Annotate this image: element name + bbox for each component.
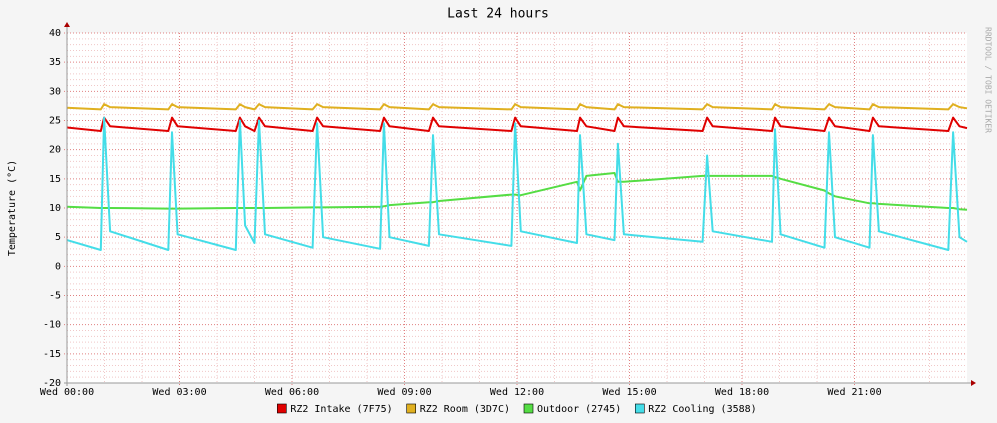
chart-title: Last 24 hours	[447, 7, 549, 22]
y-axis-label: Temperature (°C)	[7, 160, 18, 256]
legend-label: RZ2 Intake (7F75)	[290, 404, 392, 415]
series-line	[66, 172, 968, 211]
series-line	[66, 116, 968, 251]
legend-swatch	[277, 403, 287, 414]
series-line	[66, 116, 968, 132]
y-tick-label: -5	[49, 291, 61, 302]
series-line	[66, 103, 968, 111]
legend-label: RZ2 Room (3D7C)	[420, 404, 510, 415]
x-tick-label: Wed 12:00	[490, 387, 544, 398]
x-tick-label: Wed 15:00	[602, 387, 656, 398]
x-tick-label: Wed 21:00	[827, 387, 881, 398]
y-tick-label: 35	[49, 57, 61, 68]
y-arrow	[64, 22, 70, 27]
y-tick-label: 5	[55, 232, 61, 243]
legend-swatch	[406, 403, 416, 414]
x-tick-label: Wed 06:00	[265, 387, 319, 398]
y-tick-label: -20	[43, 378, 61, 389]
y-tick-label: 25	[49, 116, 61, 127]
legend-swatch	[634, 403, 645, 414]
y-tick-label: -15	[43, 349, 61, 360]
legend-label: RZ2 Cooling (3588)	[648, 404, 756, 415]
y-tick-label: -10	[43, 320, 61, 331]
x-tick-label: Wed 03:00	[152, 387, 206, 398]
y-tick-label: 30	[49, 86, 61, 97]
x-tick-label: Wed 09:00	[377, 387, 431, 398]
y-tick-label: 10	[49, 203, 61, 214]
y-tick-label: 15	[49, 174, 61, 185]
y-tick-label: 0	[55, 261, 61, 272]
y-tick-label: 40	[49, 28, 61, 39]
legend-swatch	[523, 403, 534, 414]
x-arrow	[971, 380, 976, 386]
x-tick-label: Wed 18:00	[715, 387, 769, 398]
legend-label: Outdoor (2745)	[537, 404, 621, 415]
y-tick-label: 20	[49, 145, 61, 156]
side-label: RRDTOOL / TOBI OETIKER	[984, 27, 993, 133]
x-tick-label: Wed 00:00	[40, 387, 94, 398]
